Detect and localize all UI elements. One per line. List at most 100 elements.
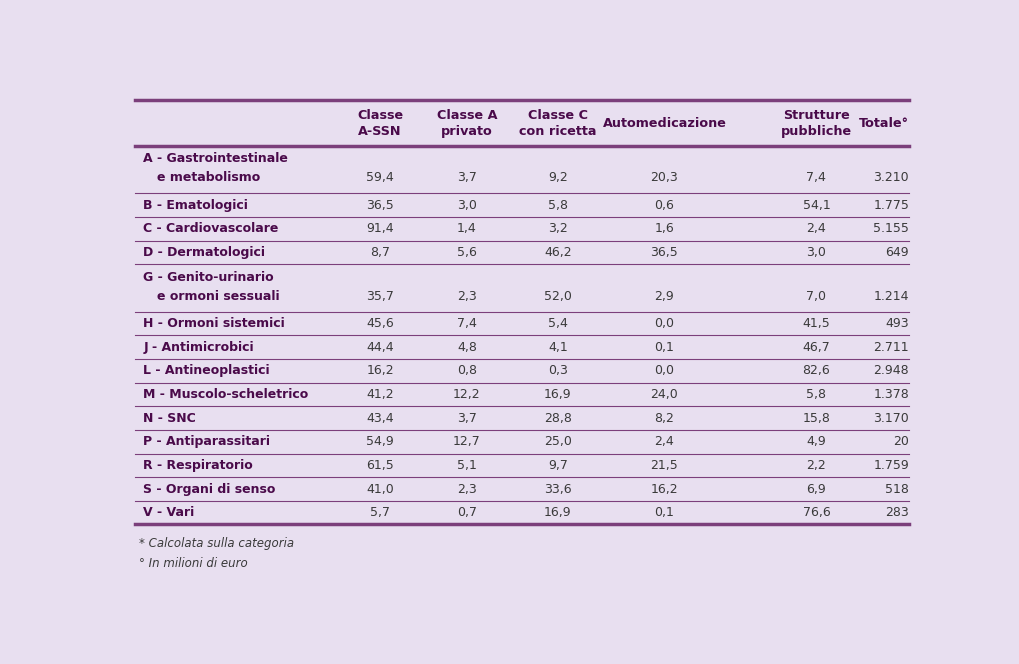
Text: e metabolismo: e metabolismo [157, 171, 261, 185]
Text: 2,2: 2,2 [806, 459, 826, 472]
Text: 0,1: 0,1 [654, 506, 675, 519]
Text: 1,6: 1,6 [654, 222, 675, 236]
Text: 16,9: 16,9 [544, 506, 572, 519]
Text: 5,8: 5,8 [548, 199, 568, 212]
Text: Classe A
privato: Classe A privato [437, 109, 497, 137]
Text: 82,6: 82,6 [803, 365, 830, 377]
Text: B - Ematologici: B - Ematologici [143, 199, 248, 212]
Text: 7,4: 7,4 [806, 171, 826, 185]
Text: 5,8: 5,8 [806, 388, 826, 401]
Text: 12,2: 12,2 [453, 388, 481, 401]
Text: 44,4: 44,4 [366, 341, 394, 354]
Text: 8,7: 8,7 [370, 246, 390, 259]
Text: Classe C
con ricetta: Classe C con ricetta [519, 109, 596, 137]
Text: 45,6: 45,6 [366, 317, 394, 330]
Text: Strutture
pubbliche: Strutture pubbliche [781, 109, 852, 137]
Text: 8,2: 8,2 [654, 412, 675, 424]
Text: 4,8: 4,8 [457, 341, 477, 354]
Text: 12,7: 12,7 [453, 435, 481, 448]
Text: 3,2: 3,2 [548, 222, 568, 236]
Text: G - Genito-urinario: G - Genito-urinario [143, 271, 274, 284]
Text: 61,5: 61,5 [366, 459, 394, 472]
Text: 1,4: 1,4 [458, 222, 477, 236]
Text: 5,4: 5,4 [548, 317, 568, 330]
Text: 9,2: 9,2 [548, 171, 568, 185]
Text: 5,1: 5,1 [457, 459, 477, 472]
Text: 33,6: 33,6 [544, 483, 572, 495]
Text: 1.775: 1.775 [873, 199, 909, 212]
Text: Totale°: Totale° [859, 117, 909, 129]
Text: Automedicazione: Automedicazione [602, 117, 727, 129]
Text: 0,0: 0,0 [654, 365, 675, 377]
Text: 16,9: 16,9 [544, 388, 572, 401]
Text: 52,0: 52,0 [544, 290, 572, 303]
Text: 0,6: 0,6 [654, 199, 675, 212]
Text: V - Vari: V - Vari [143, 506, 195, 519]
Text: 46,2: 46,2 [544, 246, 572, 259]
Text: Classe
A-SSN: Classe A-SSN [357, 109, 404, 137]
Text: H - Ormoni sistemici: H - Ormoni sistemici [143, 317, 285, 330]
Text: 3,0: 3,0 [806, 246, 826, 259]
Text: 649: 649 [886, 246, 909, 259]
Text: 2,3: 2,3 [458, 290, 477, 303]
Text: 76,6: 76,6 [803, 506, 830, 519]
Text: * Calcolata sulla categoria: * Calcolata sulla categoria [140, 537, 294, 550]
Text: 5,7: 5,7 [370, 506, 390, 519]
Text: R - Respiratorio: R - Respiratorio [143, 459, 253, 472]
Text: 2,3: 2,3 [458, 483, 477, 495]
Text: J - Antimicrobici: J - Antimicrobici [143, 341, 254, 354]
Text: S - Organi di senso: S - Organi di senso [143, 483, 275, 495]
Text: 3.170: 3.170 [873, 412, 909, 424]
Text: 16,2: 16,2 [650, 483, 679, 495]
Text: 21,5: 21,5 [650, 459, 679, 472]
Text: 0,3: 0,3 [548, 365, 568, 377]
Text: 0,0: 0,0 [654, 317, 675, 330]
Text: 6,9: 6,9 [806, 483, 826, 495]
Text: 46,7: 46,7 [803, 341, 830, 354]
Text: 2.948: 2.948 [873, 365, 909, 377]
Text: 493: 493 [886, 317, 909, 330]
Text: 2,9: 2,9 [654, 290, 675, 303]
Text: 7,4: 7,4 [457, 317, 477, 330]
Text: 5,6: 5,6 [457, 246, 477, 259]
Text: 54,1: 54,1 [803, 199, 830, 212]
Text: L - Antineoplastici: L - Antineoplastici [143, 365, 270, 377]
Text: 36,5: 36,5 [366, 199, 394, 212]
Text: 91,4: 91,4 [366, 222, 394, 236]
Text: 25,0: 25,0 [544, 435, 572, 448]
Text: 54,9: 54,9 [366, 435, 394, 448]
Text: A - Gastrointestinale: A - Gastrointestinale [143, 153, 288, 165]
Text: 3,0: 3,0 [457, 199, 477, 212]
Text: 28,8: 28,8 [544, 412, 572, 424]
Text: 1.759: 1.759 [873, 459, 909, 472]
Text: 1.378: 1.378 [873, 388, 909, 401]
Text: 2,4: 2,4 [654, 435, 675, 448]
Text: 1.214: 1.214 [873, 290, 909, 303]
Text: P - Antiparassitari: P - Antiparassitari [143, 435, 270, 448]
Text: 43,4: 43,4 [366, 412, 394, 424]
Text: 5.155: 5.155 [873, 222, 909, 236]
Text: e ormoni sessuali: e ormoni sessuali [157, 290, 280, 303]
Text: 518: 518 [886, 483, 909, 495]
Text: 20,3: 20,3 [650, 171, 679, 185]
Text: 2.711: 2.711 [873, 341, 909, 354]
Text: 283: 283 [886, 506, 909, 519]
Text: 41,5: 41,5 [803, 317, 830, 330]
Text: M - Muscolo-scheletrico: M - Muscolo-scheletrico [143, 388, 309, 401]
Text: 0,1: 0,1 [654, 341, 675, 354]
Text: 24,0: 24,0 [650, 388, 679, 401]
Text: 4,1: 4,1 [548, 341, 568, 354]
Text: 41,2: 41,2 [366, 388, 394, 401]
Text: 0,8: 0,8 [457, 365, 477, 377]
Text: ° In milioni di euro: ° In milioni di euro [140, 556, 248, 570]
Text: 3,7: 3,7 [457, 412, 477, 424]
Text: 4,9: 4,9 [806, 435, 826, 448]
Text: 36,5: 36,5 [650, 246, 679, 259]
Text: 9,7: 9,7 [548, 459, 568, 472]
Text: N - SNC: N - SNC [143, 412, 196, 424]
Text: 59,4: 59,4 [366, 171, 394, 185]
Text: 35,7: 35,7 [366, 290, 394, 303]
Text: 0,7: 0,7 [457, 506, 477, 519]
Text: 3,7: 3,7 [457, 171, 477, 185]
Text: 7,0: 7,0 [806, 290, 826, 303]
